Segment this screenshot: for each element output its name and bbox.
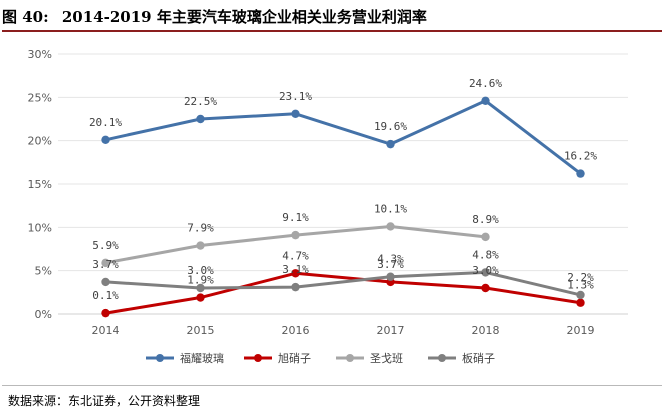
data-point bbox=[196, 293, 205, 302]
legend-item: 旭硝子 bbox=[244, 351, 311, 365]
data-point bbox=[386, 139, 395, 149]
x-tick-label: 2014 bbox=[92, 324, 120, 337]
data-label: 4.8% bbox=[472, 248, 499, 261]
data-label: 8.9% bbox=[472, 213, 499, 226]
y-tick-label: 25% bbox=[28, 91, 52, 104]
legend-label: 旭硝子 bbox=[278, 351, 311, 365]
legend-label: 板硝子 bbox=[462, 351, 495, 365]
series-lines bbox=[101, 96, 585, 318]
legend-swatch-marker bbox=[346, 354, 354, 362]
legend: 福耀玻璃 旭硝子 圣戈班 板硝子 bbox=[146, 351, 495, 365]
y-tick-label: 30% bbox=[28, 48, 52, 61]
y-tick-label: 5% bbox=[35, 265, 52, 278]
y-tick-label: 10% bbox=[28, 221, 52, 234]
data-label: 10.1% bbox=[374, 202, 407, 215]
data-label: 20.1% bbox=[89, 116, 122, 129]
data-label: 24.6% bbox=[469, 77, 502, 90]
data-label: 23.1% bbox=[279, 90, 312, 103]
footer-divider bbox=[2, 385, 662, 386]
data-label: 3.0% bbox=[472, 264, 499, 277]
y-axis-ticks: 0% 5% 10% 15% 20% 25% 30% bbox=[28, 48, 52, 321]
data-point bbox=[481, 283, 490, 293]
series-line bbox=[104, 99, 582, 176]
data-point bbox=[481, 96, 490, 106]
data-point bbox=[291, 269, 300, 278]
x-tick-label: 2015 bbox=[187, 324, 215, 337]
line-chart: 0% 5% 10% 15% 20% 25% 30% 2014 2015 2016 2017 2018… bbox=[28, 48, 628, 365]
data-point bbox=[101, 258, 110, 268]
data-point bbox=[386, 222, 395, 231]
series-line bbox=[104, 271, 582, 315]
legend-item: 板硝子 bbox=[428, 351, 495, 365]
figure-label: 图 40: bbox=[2, 8, 49, 26]
data-point bbox=[291, 109, 300, 119]
gridlines bbox=[58, 53, 628, 315]
legend-item: 福耀玻璃 bbox=[146, 351, 224, 365]
data-label: 19.6% bbox=[374, 120, 407, 133]
x-tick-label: 2018 bbox=[472, 324, 500, 337]
y-tick-label: 0% bbox=[35, 308, 52, 321]
legend-label: 圣戈班 bbox=[370, 352, 403, 365]
data-point bbox=[101, 135, 110, 144]
data-label: 22.5% bbox=[184, 95, 217, 108]
data-label: 3.0% bbox=[187, 264, 214, 277]
legend-item: 圣戈班 bbox=[336, 352, 403, 365]
series-line bbox=[104, 270, 582, 297]
legend-swatch-marker bbox=[156, 354, 164, 362]
data-point bbox=[196, 241, 205, 250]
x-tick-label: 2017 bbox=[377, 324, 405, 337]
data-point bbox=[196, 283, 205, 293]
source-note: 数据来源：东北证券，公开资料整理 bbox=[8, 394, 201, 408]
data-point bbox=[101, 277, 110, 287]
data-labels: 20.1% 22.5% 23.1% 19.6% 24.6% 16.2% 0.1% 1.9% 4.… bbox=[89, 77, 597, 302]
data-label: 5.9% bbox=[92, 239, 119, 252]
data-point bbox=[481, 232, 490, 242]
data-label: 16.2% bbox=[564, 150, 597, 163]
legend-swatch-marker bbox=[438, 354, 446, 362]
data-point bbox=[576, 169, 585, 178]
data-point bbox=[576, 298, 585, 307]
data-label: 7.9% bbox=[187, 222, 214, 235]
data-label: 2.2% bbox=[567, 271, 594, 284]
x-axis-ticks: 2014 2015 2016 2017 2018 2019 bbox=[92, 324, 595, 337]
data-label: 1.3% bbox=[567, 279, 594, 292]
data-point bbox=[481, 268, 490, 277]
data-point bbox=[291, 282, 300, 292]
data-point bbox=[576, 290, 585, 300]
data-label: 3.1% bbox=[282, 263, 309, 276]
figure-title-text: 2014-2019 年主要汽车玻璃企业相关业务营业利润率 bbox=[61, 8, 427, 26]
chart-title: 图 40: 2014-2019 年主要汽车玻璃企业相关业务营业利润率 bbox=[2, 4, 662, 32]
y-tick-label: 15% bbox=[28, 178, 52, 191]
data-label: 1.9% bbox=[187, 274, 214, 287]
y-tick-label: 20% bbox=[28, 135, 52, 148]
legend-swatch-marker bbox=[254, 354, 262, 362]
x-tick-label: 2016 bbox=[282, 324, 310, 337]
data-label: 4.3% bbox=[377, 253, 404, 266]
data-point bbox=[101, 308, 110, 318]
data-point bbox=[291, 230, 300, 240]
data-point bbox=[386, 272, 395, 281]
data-label: 0.1% bbox=[92, 289, 119, 302]
data-label: 4.7% bbox=[282, 249, 309, 262]
data-label: 3.7% bbox=[377, 258, 404, 271]
x-tick-label: 2019 bbox=[567, 324, 595, 337]
data-label: 3.7% bbox=[92, 258, 119, 271]
data-point bbox=[196, 114, 205, 124]
data-label: 9.1% bbox=[282, 211, 309, 224]
legend-label: 福耀玻璃 bbox=[180, 351, 224, 365]
